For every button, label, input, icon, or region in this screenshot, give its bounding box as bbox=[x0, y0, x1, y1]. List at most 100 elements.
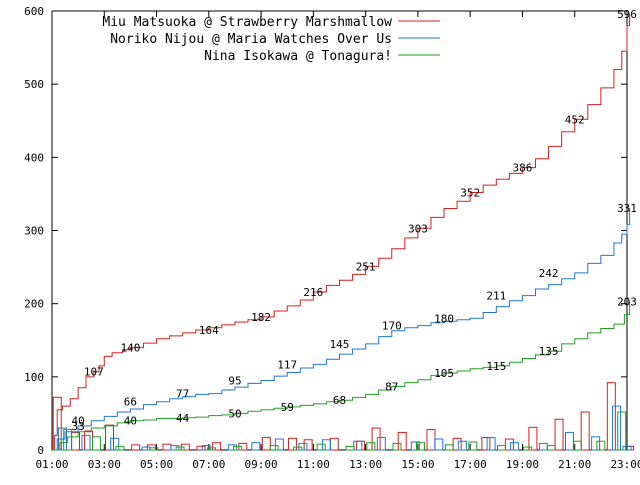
data-label: 182 bbox=[251, 311, 271, 324]
legend: Miu Matsuoka @ Strawberry Marshmallow Nor… bbox=[102, 15, 440, 64]
blue-bar bbox=[591, 436, 601, 451]
green-bar bbox=[316, 443, 326, 451]
series-line-3 bbox=[52, 301, 631, 451]
data-label: 216 bbox=[303, 286, 323, 299]
green-bar bbox=[392, 442, 402, 451]
y-tick-label: 200 bbox=[24, 298, 44, 311]
data-label: 44 bbox=[176, 412, 190, 425]
blue-bar bbox=[110, 437, 120, 451]
hourly-bars bbox=[52, 382, 635, 451]
blue-bar bbox=[376, 437, 386, 451]
data-label: 40 bbox=[72, 415, 85, 428]
red-bar bbox=[287, 437, 297, 451]
data-label: 50 bbox=[228, 407, 241, 420]
blue-bar bbox=[251, 442, 261, 451]
data-label: 135 bbox=[539, 345, 559, 358]
data-label: 40 bbox=[124, 415, 137, 428]
green-bar bbox=[293, 446, 303, 451]
series-line-2 bbox=[52, 207, 631, 451]
data-label: 352 bbox=[460, 186, 480, 199]
data-label: 203 bbox=[617, 295, 637, 308]
red-bar bbox=[212, 442, 222, 451]
red-bar bbox=[131, 444, 141, 451]
data-label: 331 bbox=[617, 202, 637, 215]
data-label: 77 bbox=[176, 388, 189, 401]
green-bar bbox=[444, 444, 454, 451]
red-bar bbox=[554, 418, 564, 451]
data-label: 452 bbox=[565, 113, 585, 126]
data-label: 596 bbox=[617, 8, 637, 21]
green-bar bbox=[115, 445, 125, 451]
legend-label: Miu Matsuoka @ Strawberry Marshmallow bbox=[102, 15, 392, 30]
blue-bar bbox=[486, 437, 496, 451]
blue-bar bbox=[565, 431, 574, 451]
blue-bar bbox=[81, 434, 91, 451]
x-tick-label: 11:00 bbox=[297, 458, 330, 471]
green-bar bbox=[233, 445, 243, 451]
data-label: 59 bbox=[281, 401, 294, 414]
data-label: 68 bbox=[333, 394, 346, 407]
green-bar bbox=[596, 440, 606, 451]
red-bar bbox=[426, 429, 436, 451]
red-bar bbox=[580, 411, 590, 451]
red-bar bbox=[105, 424, 114, 451]
blue-bar bbox=[141, 446, 151, 451]
data-label: 211 bbox=[486, 290, 506, 303]
x-tick-label: 01:00 bbox=[35, 458, 68, 471]
y-tick-label: 300 bbox=[24, 225, 44, 238]
blue-bar bbox=[622, 445, 632, 451]
blue-bar bbox=[170, 445, 180, 451]
data-label: 87 bbox=[385, 380, 398, 393]
green-bar bbox=[468, 441, 478, 451]
data-label: 251 bbox=[356, 260, 376, 273]
blue-bar bbox=[612, 405, 622, 451]
y-tick-label: 0 bbox=[37, 444, 44, 457]
y-tick-label: 400 bbox=[24, 151, 44, 164]
green-bar bbox=[523, 446, 533, 451]
blue-bar bbox=[353, 440, 363, 451]
red-bar bbox=[84, 430, 94, 451]
red-bar bbox=[196, 445, 206, 451]
red-bar bbox=[504, 438, 514, 451]
blue-bar bbox=[274, 438, 284, 451]
red-bar bbox=[481, 437, 491, 451]
green-bar bbox=[617, 411, 627, 451]
y-tick-label: 100 bbox=[24, 371, 44, 384]
x-tick-label: 15:00 bbox=[401, 458, 434, 471]
red-bar bbox=[162, 443, 172, 451]
series-line-1 bbox=[52, 13, 631, 451]
data-label: 105 bbox=[434, 367, 454, 380]
data-label: 140 bbox=[120, 342, 140, 355]
green-bar bbox=[416, 442, 426, 451]
data-label: 66 bbox=[124, 396, 137, 409]
blue-bar bbox=[510, 442, 520, 451]
legend-label: Nina Isokawa @ Tonagura! bbox=[204, 49, 392, 64]
x-tick-label: 23:00 bbox=[610, 458, 640, 471]
x-tick-label: 21:00 bbox=[558, 458, 591, 471]
cumulative-lines bbox=[52, 13, 631, 451]
x-tick-label: 07:00 bbox=[192, 458, 225, 471]
green-bar bbox=[91, 436, 101, 451]
data-label: 386 bbox=[513, 162, 533, 175]
red-bar bbox=[528, 426, 538, 451]
green-bar bbox=[546, 445, 556, 451]
data-labels: 107 140 164 182 216 251 303 352 386 452 596 40 66 77 9… bbox=[72, 8, 637, 433]
data-label: 170 bbox=[382, 320, 402, 333]
green-bar bbox=[269, 445, 279, 451]
green-bar bbox=[366, 442, 376, 451]
blue-bar bbox=[321, 439, 331, 451]
blue-bar bbox=[410, 441, 420, 451]
data-label: 242 bbox=[539, 267, 559, 280]
data-label: 303 bbox=[408, 222, 428, 235]
blue-bar bbox=[538, 442, 548, 451]
data-label: 115 bbox=[486, 360, 506, 373]
data-label: 95 bbox=[228, 374, 241, 387]
green-bar bbox=[345, 445, 355, 451]
data-label: 117 bbox=[277, 358, 297, 371]
y-tick-label: 600 bbox=[24, 5, 44, 18]
x-tick-label: 19:00 bbox=[506, 458, 539, 471]
green-bar bbox=[497, 445, 507, 451]
red-bar bbox=[452, 437, 462, 451]
